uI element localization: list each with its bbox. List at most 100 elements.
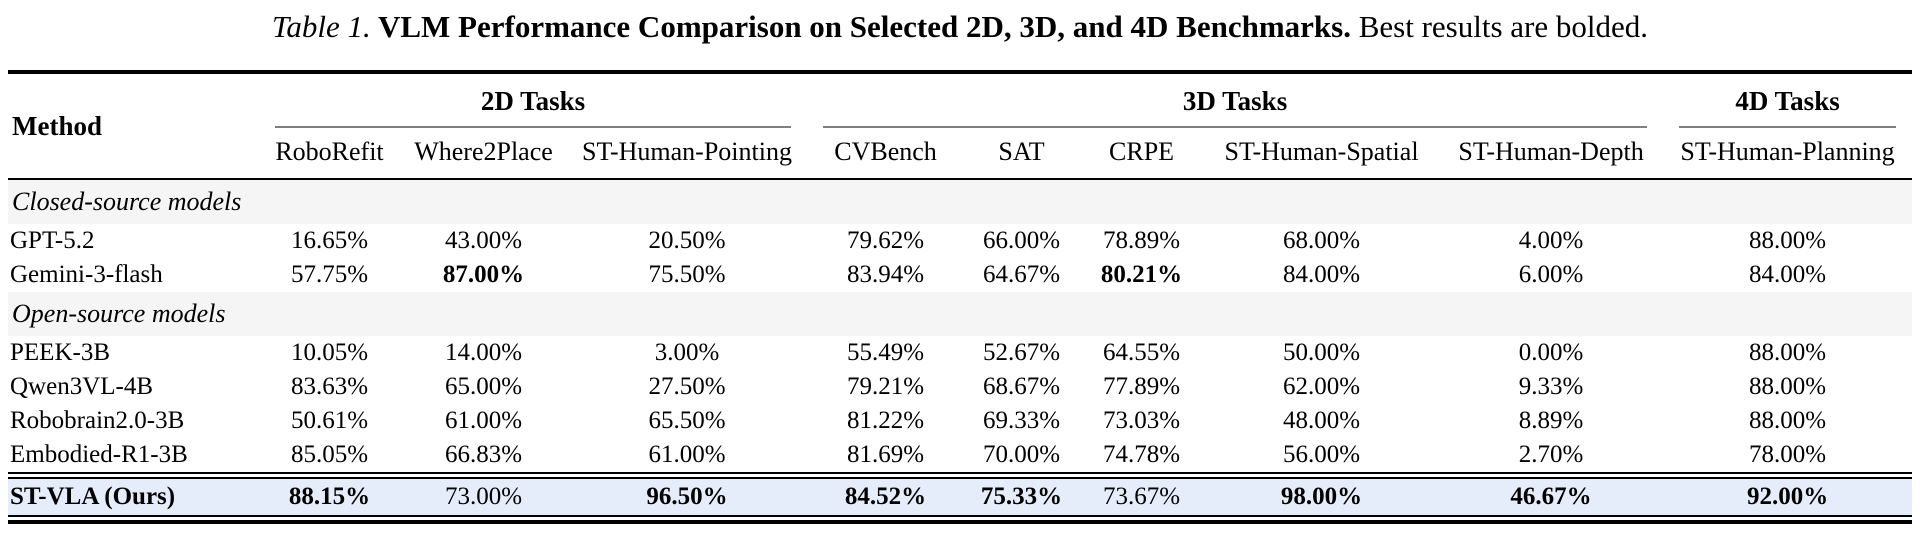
- table-bottom-rule-thick: [8, 520, 1912, 524]
- value-cell: 64.67%: [982, 261, 1061, 288]
- value-cell: 81.22%: [846, 407, 925, 434]
- value-cell: 83.63%: [290, 373, 369, 400]
- value-cell: 73.03%: [1102, 407, 1181, 434]
- method-cell: Gemini-3-flash: [10, 261, 163, 288]
- value-cell: 79.21%: [846, 373, 925, 400]
- value-cell: 62.00%: [1282, 373, 1361, 400]
- value-cell: 78.89%: [1102, 227, 1181, 254]
- group-label-4d: 4D Tasks: [1735, 86, 1840, 116]
- col-header-where2place: Where2Place: [400, 128, 567, 180]
- col-header-st-human-pointing: ST-Human-Pointing: [567, 128, 808, 180]
- group-header-4d: 4D Tasks: [1663, 74, 1912, 128]
- group-header-row: Method 2D Tasks 3D Tasks 4D Tasks: [8, 74, 1912, 180]
- value-cell: 80.21%: [1100, 261, 1183, 288]
- table-row: GPT-5.2 16.65% 43.00% 20.50% 79.62% 66.0…: [8, 224, 1912, 258]
- value-cell: 68.67%: [982, 373, 1061, 400]
- value-cell: 52.67%: [982, 339, 1061, 366]
- method-cell: PEEK-3B: [10, 339, 110, 366]
- table-number-label: Table 1.: [272, 9, 371, 44]
- value-cell: 3.00%: [654, 339, 720, 366]
- method-column-header: Method: [8, 74, 259, 180]
- value-cell: 55.49%: [846, 339, 925, 366]
- caption-title: VLM Performance Comparison on Selected 2…: [370, 9, 1351, 44]
- value-cell: 79.62%: [846, 227, 925, 254]
- method-cell: Robobrain2.0-3B: [10, 407, 185, 434]
- value-cell: 75.50%: [648, 261, 726, 288]
- col-header-cvbench: CVBench: [807, 128, 965, 180]
- value-cell: 98.00%: [1204, 477, 1440, 515]
- value-cell: 88.00%: [1749, 373, 1827, 400]
- caption-note: Best results are bolded.: [1350, 9, 1648, 44]
- value-cell: 88.00%: [1749, 407, 1827, 434]
- benchmark-table: Method 2D Tasks 3D Tasks 4D Tasks RoboRe…: [8, 74, 1913, 515]
- cmidrule-3d: [823, 126, 1648, 128]
- col-header-st-human-spatial: ST-Human-Spatial: [1204, 128, 1440, 180]
- col-header-st-human-depth: ST-Human-Depth: [1439, 128, 1664, 180]
- value-cell: 50.61%: [290, 407, 369, 434]
- method-cell: Qwen3VL-4B: [10, 373, 154, 400]
- value-cell: 27.50%: [648, 373, 726, 400]
- value-cell: 14.00%: [444, 339, 523, 366]
- value-cell: 77.89%: [1102, 373, 1181, 400]
- table-row: PEEK-3B 10.05% 14.00% 3.00% 55.49% 52.67…: [8, 336, 1912, 370]
- value-cell: 75.33%: [964, 477, 1080, 515]
- value-cell: 84.00%: [1282, 261, 1361, 288]
- value-cell: 85.05%: [259, 438, 400, 474]
- value-cell: 61.00%: [567, 438, 808, 474]
- value-cell: 65.00%: [444, 373, 523, 400]
- table-row: Qwen3VL-4B 83.63% 65.00% 27.50% 79.21% 6…: [8, 370, 1912, 404]
- value-cell: 43.00%: [444, 227, 523, 254]
- method-cell: Embodied-R1-3B: [8, 438, 259, 474]
- column-header-row: RoboRefit Where2Place ST-Human-Pointing …: [8, 128, 1913, 180]
- value-cell: 0.00%: [1518, 339, 1584, 366]
- value-cell: 64.55%: [1102, 339, 1181, 366]
- value-cell: 48.00%: [1282, 407, 1361, 434]
- section-row-open-source: Open-source models: [8, 292, 1913, 336]
- table-row: Gemini-3-flash 57.75% 87.00% 75.50% 83.9…: [8, 258, 1912, 292]
- value-cell: 81.69%: [807, 438, 965, 474]
- value-cell: 10.05%: [290, 339, 369, 366]
- table-row: Embodied-R1-3B 85.05% 66.83% 61.00% 81.6…: [8, 438, 1913, 474]
- value-cell: 6.00%: [1518, 261, 1584, 288]
- group-label-3d: 3D Tasks: [1182, 86, 1288, 116]
- value-cell: 9.33%: [1518, 373, 1584, 400]
- group-header-2d: 2D Tasks: [259, 74, 807, 128]
- value-cell: 66.83%: [400, 438, 567, 474]
- cmidrule-4d: [1679, 126, 1897, 128]
- col-header-sat: SAT: [964, 128, 1080, 180]
- group-label-2d: 2D Tasks: [480, 86, 586, 116]
- value-cell: 68.00%: [1282, 227, 1361, 254]
- value-cell: 83.94%: [846, 261, 925, 288]
- highlight-row-st-vla: ST-VLA (Ours) 88.15% 73.00% 96.50% 84.52…: [8, 477, 1913, 515]
- value-cell: 16.65%: [290, 227, 369, 254]
- table-top-rule: [8, 70, 1912, 74]
- value-cell: 74.78%: [1079, 438, 1205, 474]
- col-header-roborefit: RoboRefit: [259, 128, 400, 180]
- table-caption: Table 1. VLM Performance Comparison on S…: [0, 8, 1920, 46]
- value-cell: 84.00%: [1749, 261, 1827, 288]
- value-cell: 88.00%: [1749, 339, 1827, 366]
- value-cell: 96.50%: [567, 477, 808, 515]
- value-cell: 88.00%: [1749, 227, 1827, 254]
- value-cell: 88.15%: [259, 477, 400, 515]
- value-cell: 61.00%: [444, 407, 523, 434]
- value-cell: 78.00%: [1663, 438, 1913, 474]
- section-label: Open-source models: [8, 292, 1913, 336]
- value-cell: 57.75%: [290, 261, 369, 288]
- method-cell: ST-VLA (Ours): [8, 477, 259, 515]
- col-header-crpe: CRPE: [1079, 128, 1205, 180]
- value-cell: 66.00%: [982, 227, 1061, 254]
- table-bottom-rule-thin: [8, 515, 1912, 517]
- value-cell: 73.67%: [1079, 477, 1205, 515]
- value-cell: 87.00%: [442, 261, 525, 288]
- value-cell: 73.00%: [400, 477, 567, 515]
- value-cell: 50.00%: [1282, 339, 1361, 366]
- method-cell: GPT-5.2: [10, 227, 95, 254]
- table-row: Robobrain2.0-3B 50.61% 61.00% 65.50% 81.…: [8, 404, 1912, 438]
- value-cell: 69.33%: [982, 407, 1061, 434]
- value-cell: 92.00%: [1663, 477, 1913, 515]
- group-header-3d: 3D Tasks: [807, 74, 1663, 128]
- value-cell: 70.00%: [964, 438, 1080, 474]
- value-cell: 20.50%: [648, 227, 726, 254]
